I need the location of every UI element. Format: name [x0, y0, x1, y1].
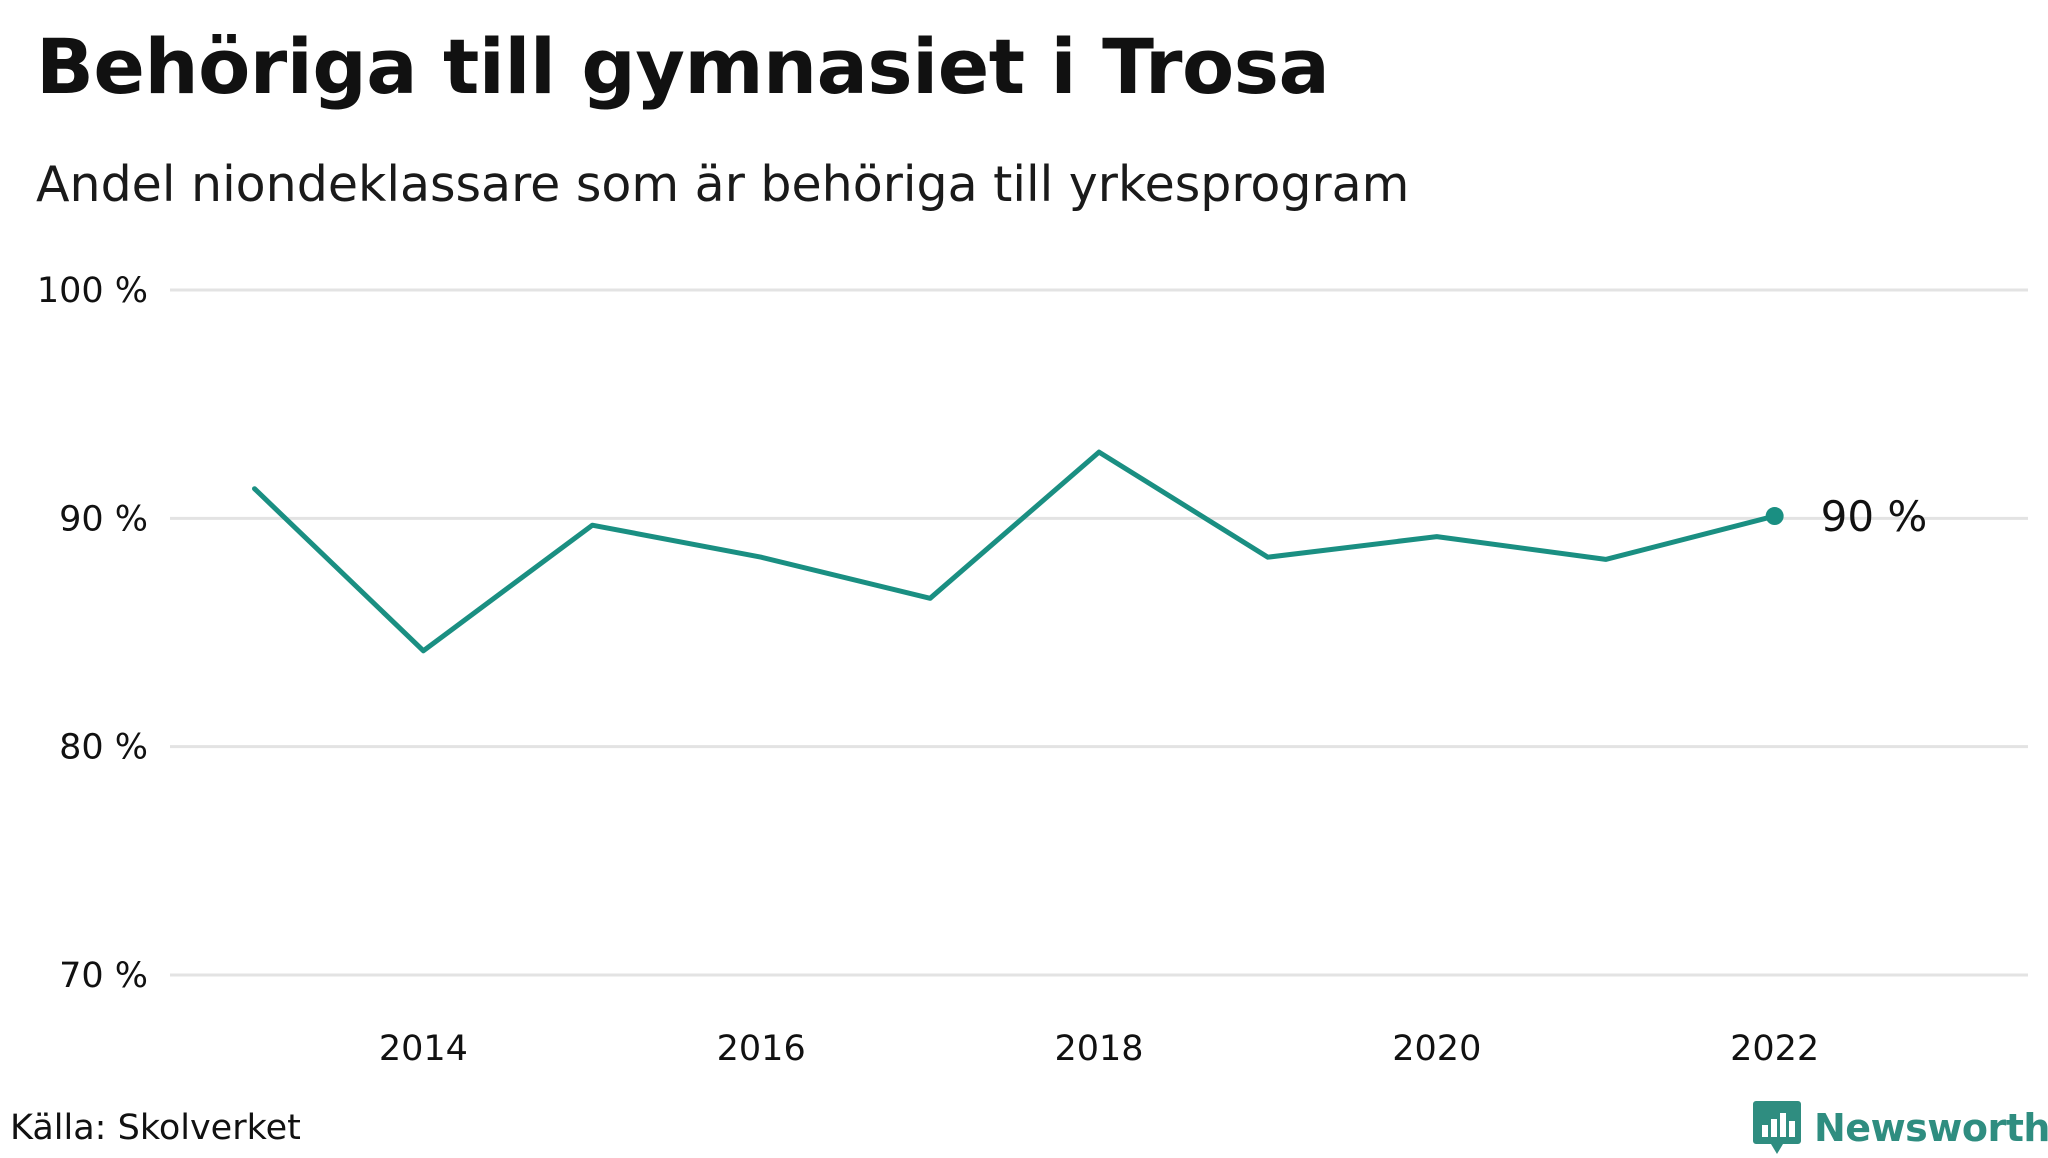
brand-name: Newsworthy [1814, 1106, 2048, 1150]
x-tick-label: 2022 [1730, 1029, 1819, 1069]
brand-logo: Newsworthy [1752, 1098, 2048, 1158]
series-line [255, 452, 1775, 651]
end-value-label: 90 % [1821, 492, 1928, 541]
source-note: Källa: Skolverket [10, 1108, 301, 1148]
x-tick-label: 2020 [1392, 1029, 1481, 1069]
y-tick-label: 100 % [37, 271, 148, 311]
y-tick-label: 80 % [59, 728, 148, 768]
end-labels: 90 % [1821, 492, 1928, 541]
y-tick-label: 70 % [59, 956, 148, 996]
y-axis-ticks: 70 % 80 % 90 % 100 % [37, 271, 148, 996]
x-tick-label: 2018 [1054, 1029, 1143, 1069]
x-tick-label: 2014 [379, 1029, 468, 1069]
y-tick-label: 90 % [59, 499, 148, 539]
series-group [254, 452, 1783, 651]
bar-chart-speech-bubble-icon [1752, 1099, 1802, 1157]
x-tick-label: 2016 [717, 1029, 806, 1069]
end-point-marker [1766, 507, 1784, 525]
x-axis-ticks: 2014 2016 2018 2020 2022 [379, 1029, 1819, 1069]
